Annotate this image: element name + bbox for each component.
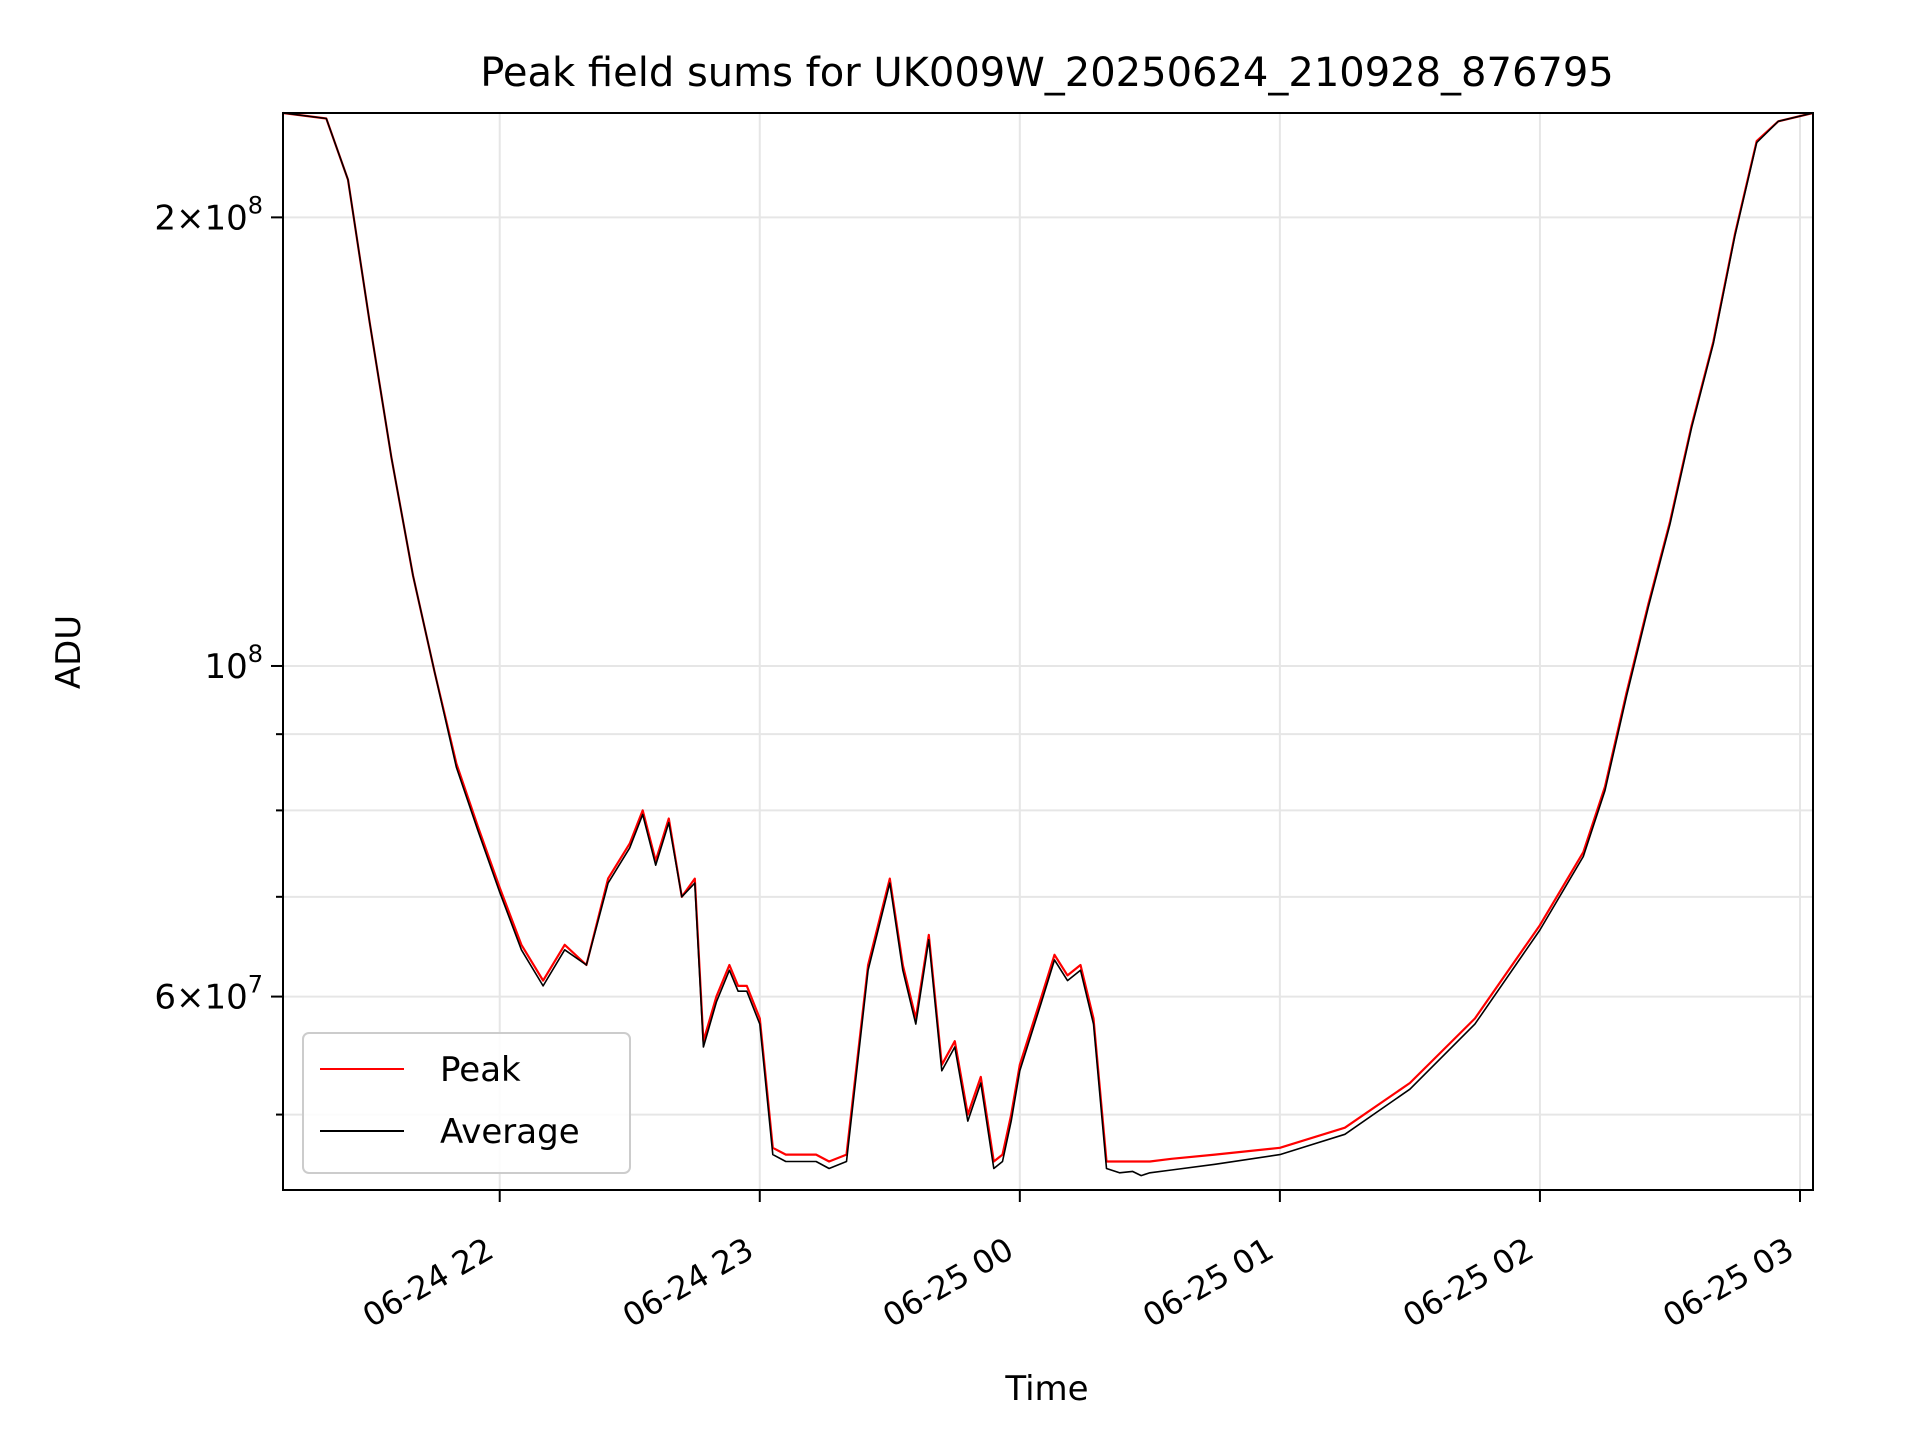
y-tick-label: 108 [204, 640, 263, 687]
y-tick-times: × [176, 198, 205, 238]
grid [283, 113, 1813, 1190]
y-tick-ten: 10 [204, 978, 247, 1018]
y-tick-base: 6 [154, 978, 176, 1018]
series-line-peak [282, 111, 1814, 1163]
y-tick-ten: 10 [204, 647, 247, 687]
plot-frame [282, 112, 1814, 1191]
y-tick-exponent: 8 [248, 640, 263, 668]
x-axis-label: Time [1004, 1369, 1088, 1409]
legend-label-average: Average [440, 1112, 580, 1152]
y-tick-label: 2×108 [154, 191, 263, 238]
legend-label-peak: Peak [440, 1050, 521, 1090]
y-tick-ten: 10 [204, 198, 247, 238]
legend: Peak Average [302, 1032, 631, 1174]
y-tick-label: 6×107 [154, 971, 263, 1018]
y-tick-exponent: 7 [248, 971, 263, 999]
y-tick-times: × [176, 978, 205, 1018]
series-layer [282, 111, 1814, 1177]
y-tick-exponent: 8 [248, 191, 263, 219]
series-line-average [282, 112, 1814, 1177]
chart-title: Peak field sums for UK009W_20250624_2109… [480, 50, 1614, 96]
y-axis-label: ADU [49, 615, 89, 689]
y-tick-base: 2 [154, 198, 176, 238]
